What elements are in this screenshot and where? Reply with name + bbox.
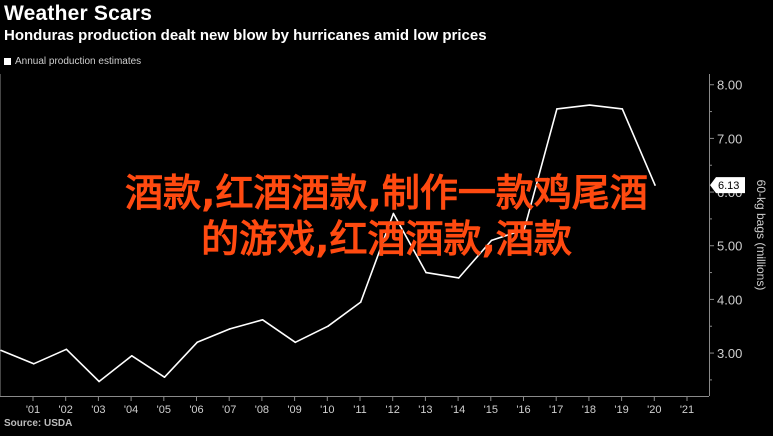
overlay-line-1: 酒款,红酒酒款,制作一款鸡尾酒 (125, 171, 648, 215)
data-point (490, 239, 493, 242)
x-tick-label: '09 (287, 404, 301, 416)
data-point (163, 376, 166, 379)
x-tick-label: '14 (451, 404, 465, 416)
chart-subtitle: Honduras production dealt new blow by hu… (4, 27, 487, 44)
data-point (261, 318, 264, 321)
x-tick-label: '19 (614, 404, 628, 416)
x-tick-label: '08 (255, 404, 269, 416)
y-tick-label: 4.00 (717, 292, 742, 307)
data-point (65, 348, 68, 351)
x-tick-label: '01 (26, 404, 40, 416)
data-point (621, 108, 624, 110)
data-point (425, 271, 427, 274)
data-point (392, 212, 395, 215)
y-tick-label: 5.00 (717, 239, 742, 254)
overlay-text: 酒款,红酒酒款,制作一款鸡尾酒 的游戏,红酒酒款,酒款 (0, 170, 773, 262)
data-point (327, 325, 329, 328)
y-tick-label: 7.00 (717, 131, 742, 146)
source-note: Source: USDA (4, 418, 73, 429)
overlay-line-2: 的游戏,红酒酒款,酒款 (201, 217, 572, 261)
data-point (98, 380, 100, 383)
x-tick-label: '04 (124, 404, 138, 416)
legend: Annual production estimates (4, 56, 141, 67)
data-point (523, 228, 525, 231)
x-tick-label: '20 (647, 404, 661, 416)
x-tick-label: '13 (418, 404, 432, 416)
last-value-label: 6.13 (718, 180, 739, 192)
x-tick-label: '16 (516, 404, 530, 416)
x-tick-label: '15 (484, 404, 498, 416)
data-point (131, 354, 133, 357)
data-point (359, 301, 362, 303)
x-tick-label: '03 (91, 404, 105, 416)
x-tick-label: '17 (549, 404, 563, 416)
data-point (294, 341, 297, 344)
data-point (196, 341, 198, 344)
data-point (32, 363, 35, 365)
x-tick-label: '21 (680, 404, 694, 416)
y-tick-label: 8.00 (717, 78, 742, 93)
x-tick-label: '10 (320, 404, 334, 416)
data-point (654, 184, 656, 186)
x-tick-label: '05 (157, 404, 171, 416)
data-point (588, 104, 591, 106)
legend-label: Annual production estimates (15, 56, 142, 67)
chart-title: Weather Scars (4, 2, 153, 25)
data-point (229, 328, 231, 330)
x-tick-label: '06 (189, 404, 203, 416)
data-point (458, 277, 460, 279)
last-value-badge (710, 177, 745, 194)
x-tick-label: '02 (59, 404, 73, 416)
x-tick-label: '12 (386, 404, 400, 416)
legend-swatch (4, 58, 11, 65)
x-tick-label: '07 (222, 404, 236, 416)
y-axis-label: 60-kg bags (millions) (754, 180, 768, 291)
x-tick-label: '18 (582, 404, 596, 416)
data-point (556, 108, 558, 110)
y-tick-label: 3.00 (717, 346, 742, 361)
data-point (0, 349, 2, 352)
x-tick-label: '11 (353, 404, 367, 416)
